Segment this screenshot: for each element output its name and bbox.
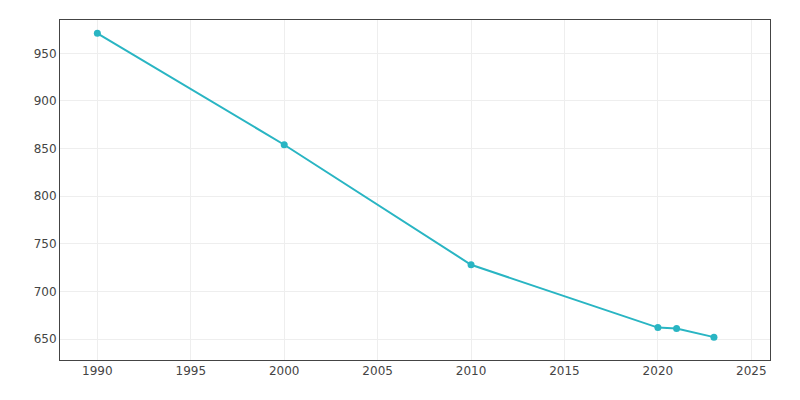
svg-text:750: 750 xyxy=(34,237,57,251)
svg-text:2015: 2015 xyxy=(549,364,580,378)
svg-text:2025: 2025 xyxy=(736,364,767,378)
svg-text:800: 800 xyxy=(34,189,57,203)
svg-text:2020: 2020 xyxy=(643,364,674,378)
svg-text:2005: 2005 xyxy=(362,364,393,378)
svg-text:1995: 1995 xyxy=(176,364,207,378)
svg-text:700: 700 xyxy=(34,285,57,299)
svg-text:2010: 2010 xyxy=(456,364,487,378)
svg-text:650: 650 xyxy=(34,332,57,346)
svg-text:950: 950 xyxy=(34,47,57,61)
svg-text:2000: 2000 xyxy=(269,364,300,378)
svg-text:900: 900 xyxy=(34,94,57,108)
svg-text:850: 850 xyxy=(34,142,57,156)
svg-text:1990: 1990 xyxy=(82,364,113,378)
